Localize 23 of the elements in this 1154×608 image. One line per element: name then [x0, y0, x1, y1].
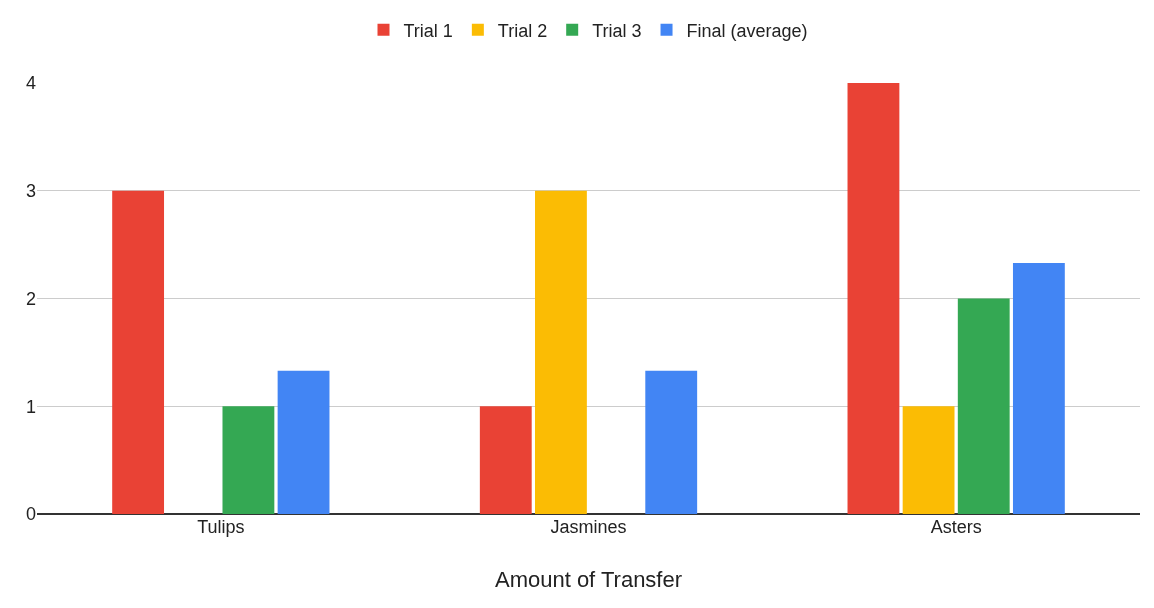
- bar: [847, 83, 900, 514]
- y-tick-label: 2: [25, 288, 36, 309]
- x-tick-label: Asters: [930, 517, 982, 537]
- legend-label: Trial 3: [592, 20, 642, 41]
- legend-label: Final (average): [686, 20, 808, 41]
- bar: [1012, 262, 1065, 514]
- bar: [535, 190, 587, 514]
- bar: [957, 298, 1010, 514]
- bar: [222, 406, 275, 514]
- x-tick-label: Tulips: [197, 517, 245, 537]
- bar: [645, 370, 698, 514]
- y-tick-label: 3: [25, 181, 36, 202]
- x-axis-title: Amount of Transfer: [494, 566, 683, 592]
- legend-label: Trial 2: [497, 20, 548, 41]
- bar: [112, 190, 165, 514]
- y-tick-label: 0: [25, 504, 36, 525]
- legend-label: Trial 1: [403, 20, 453, 41]
- bar: [277, 370, 330, 514]
- x-tick-label: Jasmines: [550, 517, 627, 537]
- bar: [902, 406, 955, 514]
- y-tick-label: 4: [25, 73, 36, 94]
- bar: [479, 406, 532, 514]
- y-tick-label: 1: [25, 396, 36, 417]
